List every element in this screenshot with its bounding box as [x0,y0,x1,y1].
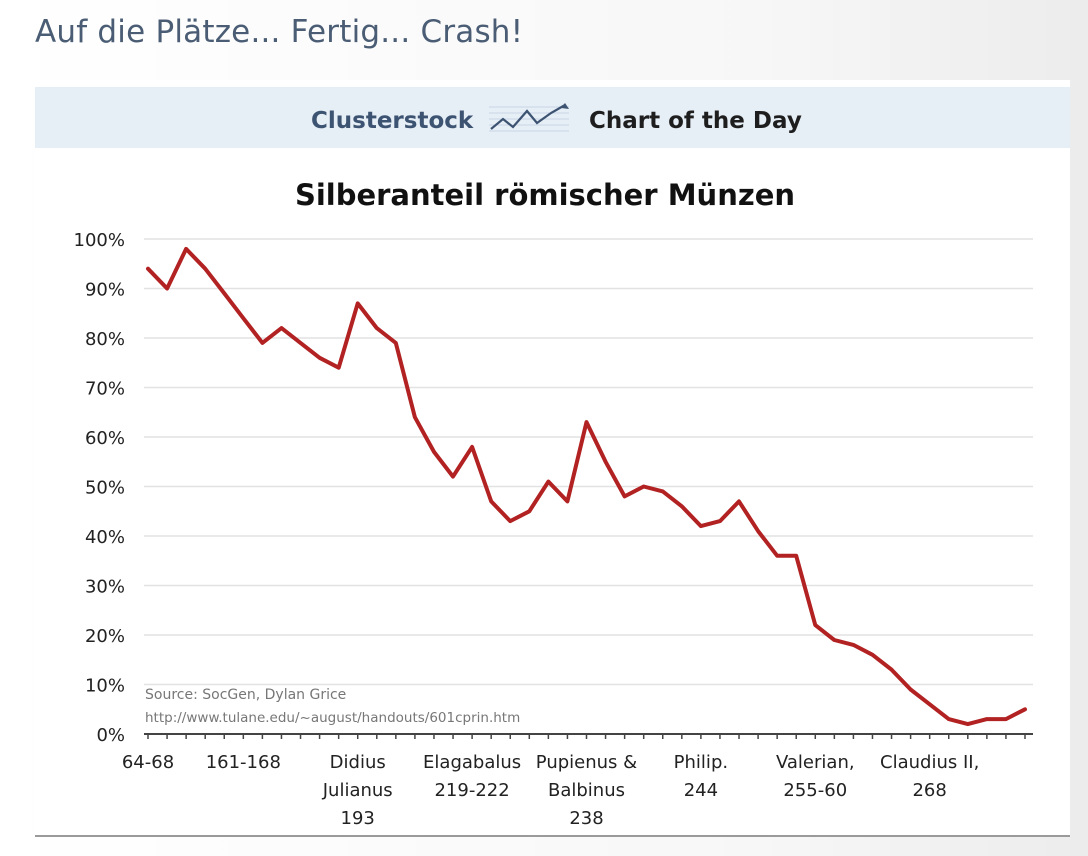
data-point [623,494,627,498]
y-tick-label: 60% [85,428,125,449]
data-point [279,326,284,330]
x-tick-label: Pupienus & Balbinus 238 [536,752,637,829]
data-point [356,301,360,305]
data-point [794,554,798,558]
y-tick-label: 50% [85,478,125,499]
chart-title: Silberanteil römischer Münzen [295,178,795,212]
y-tick-label: 100% [74,230,125,251]
y-tick-label: 30% [85,577,125,598]
data-point [851,643,856,647]
brand-name: Clusterstock [311,108,474,134]
data-point [718,519,722,523]
data-point [222,291,226,296]
data-point [775,554,779,558]
source-note: Source: SocGen, Dylan Grice http://www.t… [145,687,520,726]
data-point [394,341,398,345]
data-point [870,653,875,657]
data-point [1004,717,1008,721]
clusterstock-banner: Clusterstock Chart of the Day [35,87,1070,148]
data-point [1023,707,1027,711]
data-point [642,484,646,489]
data-point [680,504,684,508]
data-point [699,524,703,528]
x-tick-label: Didius Julianus 193 [322,752,393,829]
y-tick-label: 40% [85,527,125,548]
data-point [966,722,970,726]
data-point [565,499,570,503]
rising-chart-icon [485,101,573,135]
data-point [451,475,455,479]
data-point [432,450,436,454]
data-point [413,415,417,419]
data-point [584,420,589,424]
data-point [146,267,150,271]
data-point [184,247,188,251]
data-point [756,529,760,533]
data-point [470,445,474,449]
data-point [813,623,817,627]
data-point [375,326,379,330]
data-point [260,341,264,345]
y-axis-tick-labels: 0% 10% 20% 30% 40% 50% 60% 70% 80% 90% 100% [74,230,125,746]
data-point [337,366,341,370]
data-point [317,356,322,360]
data-point [298,341,303,345]
chart-of-the-day-label: Chart of the Day [589,108,802,134]
x-tick-label: Claudius II, 268 [880,752,979,801]
data-point [985,717,989,721]
data-point [527,509,531,513]
data-point [603,460,608,464]
silver-content-line-chart: Silberanteil römischer Münzen 0% 10% 20% 30… [74,178,1033,829]
x-axis [144,733,1033,739]
data-point [832,638,836,642]
x-tick-label: 64-68 [122,752,174,773]
data-point [737,499,741,503]
y-tick-label: 70% [85,379,125,400]
data-point [241,316,245,320]
y-tick-label: 10% [85,676,125,697]
y-tick-label: 90% [85,280,125,301]
x-tick-label: Elagabalus 219-222 [423,752,521,801]
x-tick-label: Valerian, 255-60 [776,752,855,801]
source-line: Source: SocGen, Dylan Grice [145,687,346,703]
data-point [928,702,932,706]
chart-card: Clusterstock Chart of the Day Silberante… [35,80,1070,837]
page-headline: Auf die Plätze... Fertig... Crash! [35,14,524,50]
data-point [508,519,512,523]
data-point [165,286,169,291]
y-tick-label: 0% [96,725,125,746]
data-point [889,668,894,672]
data-point [546,479,550,484]
gridlines [144,238,1033,686]
series-layer [146,246,1027,727]
x-tick-label: Philip. 244 [674,752,728,801]
data-point [489,499,493,503]
x-tick-label: 161-168 [206,752,281,773]
data-point [661,489,665,494]
data-point [947,717,951,721]
source-url: http://www.tulane.edu/~august/handouts/6… [145,710,520,726]
data-point [203,267,207,271]
y-tick-label: 20% [85,626,125,647]
x-axis-tick-labels: 64-68 161-168 Didius Julianus 193 Elagabalus 2… [122,752,979,829]
data-point [909,687,913,692]
y-tick-label: 80% [85,329,125,350]
